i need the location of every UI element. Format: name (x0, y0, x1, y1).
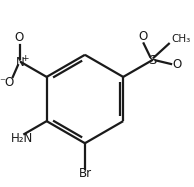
Text: CH₃: CH₃ (171, 34, 191, 44)
Text: O: O (15, 31, 24, 44)
Text: +: + (21, 54, 29, 63)
Text: O: O (5, 76, 14, 90)
Text: S: S (148, 54, 156, 67)
Text: H₂N: H₂N (11, 132, 34, 145)
Text: N: N (16, 56, 25, 69)
Text: ⁻: ⁻ (0, 76, 6, 89)
Text: O: O (173, 58, 182, 70)
Text: Br: Br (79, 167, 92, 180)
Text: O: O (138, 30, 147, 42)
